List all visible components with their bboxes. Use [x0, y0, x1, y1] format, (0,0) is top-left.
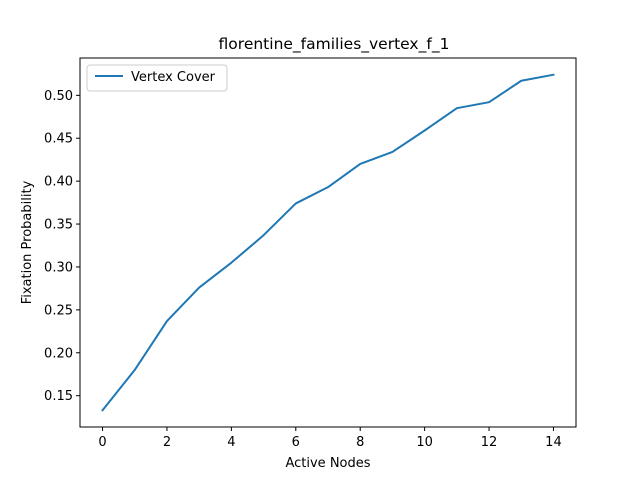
chart-title: florentine_families_vertex_f_1 — [219, 35, 450, 54]
y-tick-label: 0.30 — [44, 260, 73, 275]
legend: Vertex Cover — [86, 64, 228, 92]
y-tick-label: 0.20 — [44, 346, 73, 361]
y-tick-label: 0.50 — [44, 89, 73, 104]
y-tick-label: 0.35 — [44, 218, 73, 233]
x-tick-label: 8 — [356, 435, 364, 450]
y-tick-label: 0.45 — [44, 132, 73, 147]
x-tick-label: 14 — [545, 435, 562, 450]
y-axis-label: Fixation Probability — [20, 180, 35, 304]
y-tick-label: 0.40 — [44, 175, 73, 190]
x-tick-label: 6 — [292, 435, 300, 450]
x-tick-label: 2 — [163, 435, 171, 450]
x-tick-label: 10 — [416, 435, 433, 450]
legend-label-vertex-cover: Vertex Cover — [131, 70, 216, 85]
series-layer — [101, 73, 555, 412]
axis-ticks: 0 2 4 6 8 10 12 14 0.15 0.20 0.25 0.30 0.35 0.40 0.45 0… — [44, 89, 562, 450]
x-tick-label: 0 — [98, 435, 106, 450]
y-tick-label: 0.25 — [44, 303, 73, 318]
legend-box — [86, 64, 228, 92]
x-tick-label: 12 — [481, 435, 498, 450]
y-tick-label: 0.15 — [44, 389, 73, 404]
plot-frame — [79, 57, 577, 428]
x-axis-label: Active Nodes — [285, 456, 370, 471]
x-tick-label: 4 — [227, 435, 235, 450]
